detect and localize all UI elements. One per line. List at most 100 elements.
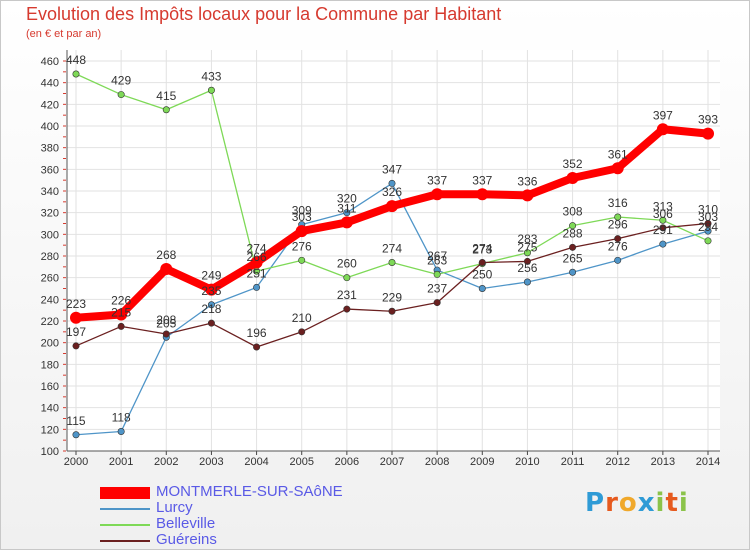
data-label-gu-reins: 237 — [427, 282, 447, 296]
data-point-gu-reins — [523, 257, 531, 265]
y-tick-label: 440 — [41, 78, 59, 90]
legend-label-belleville: Belleville — [156, 515, 216, 532]
data-point-belleville — [614, 213, 622, 221]
data-point-gu-reins — [614, 235, 622, 243]
data-point-montmerle-sur-sa-ne — [295, 225, 308, 238]
y-tick-label: 280 — [41, 251, 59, 263]
data-point-gu-reins — [704, 220, 712, 228]
data-point-gu-reins — [569, 243, 577, 251]
data-label-belleville: 316 — [608, 196, 628, 210]
x-tick-label: 2002 — [154, 456, 178, 468]
legend-label-montmerle: MONTMERLE-SUR-SAôNE — [156, 483, 343, 500]
data-point-gu-reins — [72, 342, 80, 350]
x-tick-label: 2004 — [244, 456, 268, 468]
data-point-montmerle-sur-sa-ne — [340, 216, 353, 229]
data-label-lurcy: 276 — [608, 239, 628, 253]
data-label-montmerle-sur-sa-ne: 393 — [698, 113, 718, 127]
data-point-gu-reins — [253, 343, 261, 351]
data-label-montmerle-sur-sa-ne: 268 — [156, 248, 176, 262]
data-label-belleville: 294 — [698, 220, 718, 234]
data-label-gu-reins: 274 — [472, 242, 492, 256]
logo-letter: o — [618, 488, 638, 518]
data-label-montmerle-sur-sa-ne: 223 — [66, 297, 86, 311]
y-tick-label: 380 — [41, 143, 59, 155]
logo-letter: P — [585, 488, 606, 518]
data-label-lurcy: 118 — [112, 411, 131, 425]
data-label-gu-reins: 306 — [653, 207, 673, 221]
data-point-gu-reins — [478, 258, 486, 266]
data-label-lurcy: 115 — [66, 414, 85, 428]
data-point-lurcy — [659, 240, 667, 248]
data-point-montmerle-sur-sa-ne — [431, 188, 444, 201]
data-label-lurcy: 256 — [517, 261, 537, 275]
data-label-lurcy: 265 — [563, 251, 583, 265]
y-tick-label: 160 — [41, 381, 59, 393]
data-label-montmerle-sur-sa-ne: 337 — [427, 173, 447, 187]
data-point-belleville — [117, 91, 125, 99]
y-tick-label: 180 — [41, 359, 59, 371]
data-label-belleville: 308 — [563, 205, 583, 219]
x-tick-label: 2005 — [289, 456, 313, 468]
y-tick-label: 320 — [41, 208, 59, 220]
data-label-belleville: 415 — [156, 89, 176, 103]
y-tick-label: 140 — [41, 403, 59, 415]
x-tick-label: 2012 — [605, 456, 629, 468]
y-tick-label: 360 — [41, 164, 59, 176]
x-tick-label: 2000 — [64, 456, 88, 468]
x-tick-label: 2009 — [470, 456, 494, 468]
data-label-montmerle-sur-sa-ne: 361 — [608, 147, 628, 161]
data-point-lurcy — [388, 179, 396, 187]
data-label-lurcy: 251 — [247, 266, 267, 280]
x-tick-label: 2006 — [335, 456, 359, 468]
data-point-gu-reins — [162, 330, 170, 338]
chart-subtitle: (en € et par an) — [26, 28, 102, 40]
data-label-montmerle-sur-sa-ne: 336 — [517, 174, 537, 188]
data-label-montmerle-sur-sa-ne: 337 — [472, 173, 492, 187]
data-label-belleville: 266 — [247, 250, 267, 264]
data-point-belleville — [207, 86, 215, 94]
y-tick-label: 460 — [41, 56, 59, 68]
logo-letter: t — [665, 488, 679, 518]
data-label-lurcy: 267 — [427, 249, 447, 263]
logo-letter: i — [678, 488, 689, 518]
logo-letter: r — [605, 488, 619, 518]
data-point-lurcy — [253, 283, 261, 291]
data-point-gu-reins — [343, 305, 351, 313]
data-point-gu-reins — [298, 328, 306, 336]
y-tick-label: 220 — [41, 316, 59, 328]
data-label-belleville: 263 — [427, 253, 447, 267]
data-label-gu-reins: 288 — [563, 226, 583, 240]
logo-letter: i — [655, 488, 666, 518]
data-label-belleville: 260 — [337, 257, 357, 271]
data-label-gu-reins: 208 — [156, 313, 176, 327]
x-tick-label: 2008 — [425, 456, 449, 468]
data-point-belleville — [659, 216, 667, 224]
data-label-montmerle-sur-sa-ne: 352 — [563, 157, 583, 171]
data-point-lurcy — [207, 301, 215, 309]
data-label-gu-reins: 215 — [111, 305, 131, 319]
data-point-lurcy — [704, 227, 712, 235]
data-label-gu-reins: 229 — [382, 290, 402, 304]
data-label-lurcy: 347 — [382, 162, 402, 176]
data-point-montmerle-sur-sa-ne — [611, 162, 624, 175]
y-tick-label: 400 — [41, 121, 59, 133]
data-point-montmerle-sur-sa-ne — [205, 283, 218, 296]
data-label-montmerle-sur-sa-ne: 397 — [653, 108, 673, 122]
data-label-montmerle-sur-sa-ne: 311 — [337, 201, 356, 215]
data-label-belleville: 283 — [517, 232, 537, 246]
data-point-gu-reins — [388, 307, 396, 315]
data-label-lurcy: 309 — [292, 204, 312, 218]
data-point-lurcy — [343, 209, 351, 217]
data-point-belleville — [72, 70, 80, 78]
data-label-lurcy: 235 — [201, 284, 221, 298]
data-label-gu-reins: 275 — [517, 240, 537, 254]
data-label-montmerle-sur-sa-ne: 226 — [111, 294, 131, 308]
legend-swatch-lurcy — [100, 508, 150, 510]
data-label-montmerle-sur-sa-ne: 274 — [247, 242, 267, 256]
data-point-gu-reins — [659, 224, 667, 232]
logo-letter: x — [637, 488, 656, 518]
data-point-belleville — [162, 106, 170, 114]
legend-swatch-montmerle — [100, 487, 150, 499]
data-label-lurcy: 205 — [156, 316, 176, 330]
data-point-belleville — [343, 274, 351, 282]
